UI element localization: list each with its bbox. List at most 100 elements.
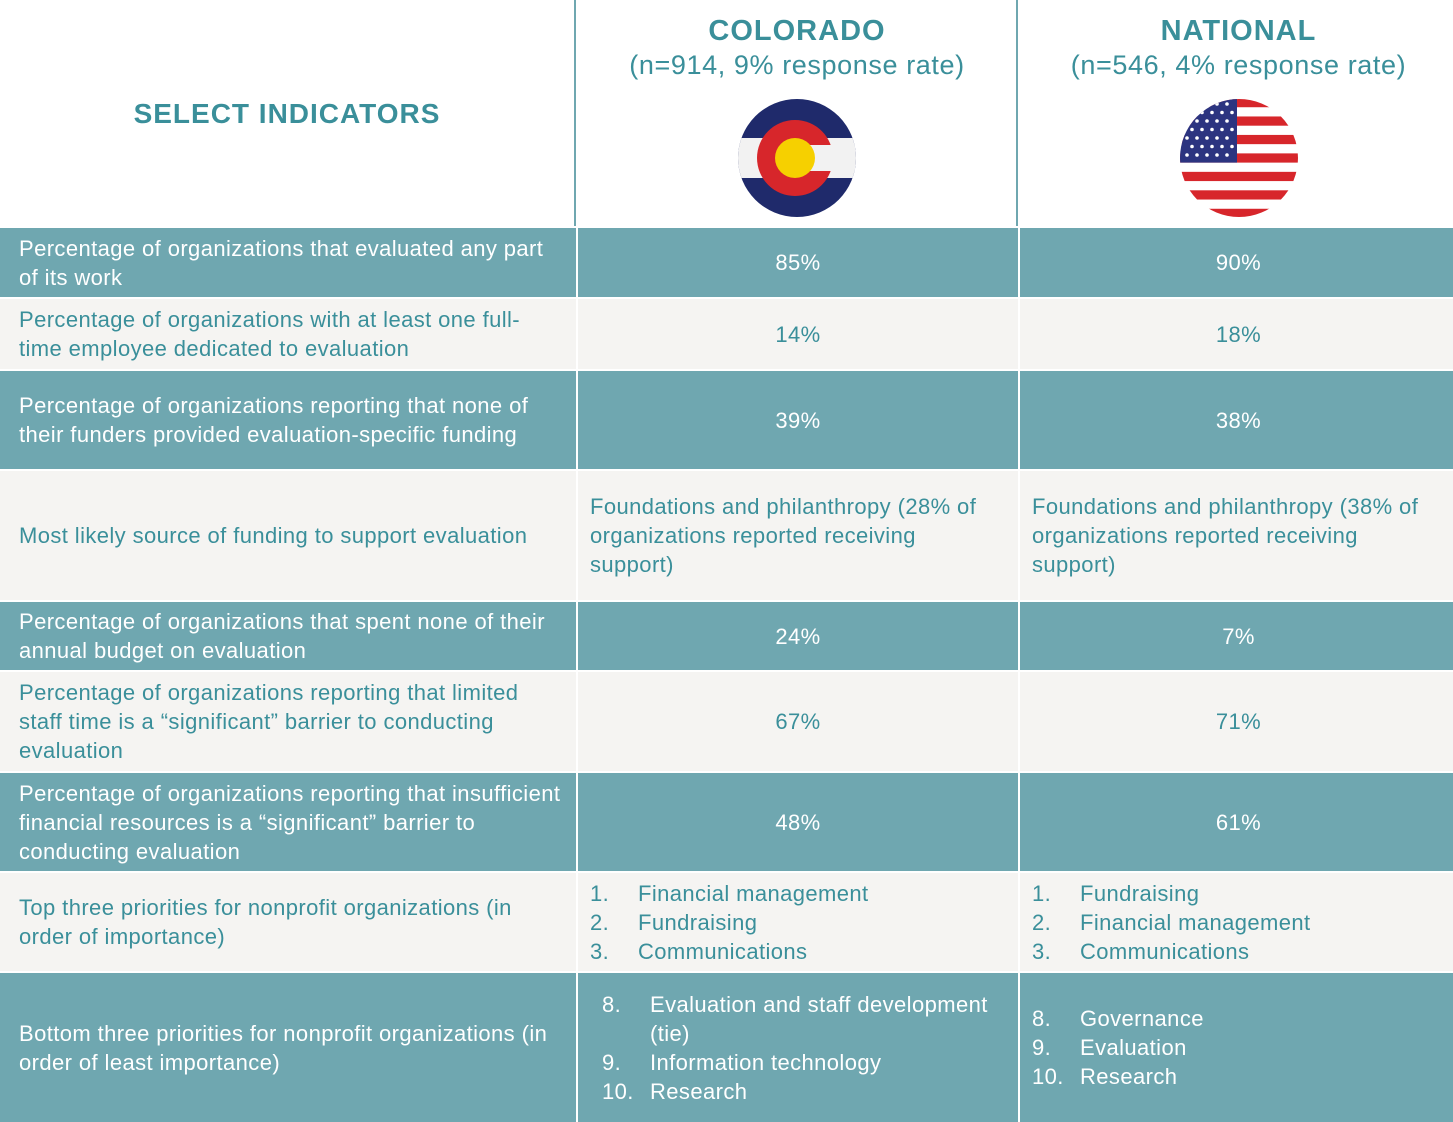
flag-part [1194,153,1199,157]
flag-part [1184,119,1189,123]
list-cell: 1. Fundraising 2. Financial management 3. Com… [1020,873,1453,971]
flag-part [1179,190,1298,200]
flag-part [1194,119,1199,123]
list-text: Evaluation [1080,1035,1187,1060]
flag-part [1204,136,1209,140]
flag-part [1224,119,1229,123]
list-number: 2. [1032,909,1052,935]
colorado-flag [738,99,856,217]
value-text: Foundations and philanthropy (28% of org… [590,494,977,577]
flag-part [1194,102,1199,106]
value-cell: 7% [1020,602,1453,670]
value-cell: Foundations and philanthropy (28% of org… [578,471,1018,600]
flag-part [1179,134,1298,145]
list-text: Information technology [650,1049,882,1075]
value-text: 48% [775,809,821,835]
value-text: 24% [775,623,821,649]
flag-part [1199,110,1204,115]
value-text: 67% [775,709,821,734]
indicator-text: Percentage of organizations reporting th… [19,780,561,864]
list-number: 2. [590,909,610,935]
list-item: 9. Evaluation [1032,1033,1187,1062]
header-indicators: SELECT INDICATORS [0,0,576,226]
flag-part [1229,144,1234,149]
flag-part [1199,144,1204,149]
flag-part [1179,99,1237,163]
value-text: 39% [775,407,821,433]
flag-part [1179,171,1298,182]
list-item: 9. Information technology [590,1048,881,1077]
list-cell: 8. Evaluation and staff development (tie)… [578,973,1018,1122]
list-text: Evaluation and staff development (tie) [650,991,988,1046]
value-cell: 71% [1020,672,1453,771]
value-cell: 39% [578,371,1018,469]
value-text: 71% [1215,709,1262,734]
list-number: 8. [1032,1006,1052,1031]
flag-part [1219,144,1224,149]
list-text: Communications [1080,938,1250,964]
list-text: Communications [638,938,808,964]
column-title: NATIONAL [1160,15,1317,47]
value-cell: 67% [578,672,1018,771]
flag-part [1189,127,1194,132]
flag-part [1189,144,1194,149]
flag-part [1209,110,1214,115]
flag-part [1179,116,1298,126]
flag-part [1194,136,1199,140]
value-cell: 61% [1020,773,1453,871]
indicator-cell: Top three priorities for nonprofit organ… [0,873,576,971]
flag-part [1199,127,1204,132]
indicator-text: Most likely source of funding to support… [19,523,528,548]
value-cell: 18% [1020,299,1453,369]
column-title: COLORADO [708,15,886,47]
indicator-cell: Percentage of organizations that evaluat… [0,228,576,297]
list-number: 3. [590,938,610,964]
indicator-text: Percentage of organizations reporting th… [19,680,519,763]
list-item: 8. Evaluation and staff development (tie) [590,990,1006,1048]
list-item: 10. Research [590,1077,747,1106]
value-cell: 24% [578,602,1018,670]
flag-part [1184,102,1189,106]
value-text: 38% [1215,407,1262,433]
indicator-text: Top three priorities for nonprofit organ… [19,895,512,949]
list-item: 1. Financial management [590,879,869,908]
flag-part [1219,127,1224,132]
flag-part [1179,153,1298,163]
list-number: 9. [1032,1035,1052,1060]
flag-part [1214,119,1219,123]
flag-part [1229,127,1234,132]
list-text: Research [650,1078,748,1104]
list-text: Financial management [1080,909,1311,935]
list-number: 10. [602,1078,634,1104]
indicator-text: Percentage of organizations that evaluat… [19,235,544,290]
flag-part [1214,153,1219,157]
indicator-text: Percentage of organizations that spent n… [19,609,545,663]
list-number: 1. [1032,880,1052,906]
list-item: 2. Financial management [1032,908,1311,937]
indicator-cell: Bottom three priorities for nonprofit or… [0,973,576,1122]
flag-part [1229,110,1234,115]
flag-part [1224,153,1229,157]
flag-part [1204,102,1209,106]
list-item: 3. Communications [590,937,807,966]
indicator-cell: Percentage of organizations with at leas… [0,299,576,369]
flag-part [1179,208,1298,217]
flag-part [1184,136,1189,140]
list-text: Governance [1080,1006,1204,1031]
list-text: Fundraising [638,909,758,935]
indicator-cell: Percentage of organizations reporting th… [0,672,576,771]
value-cell: 14% [578,299,1018,369]
list-cell: 1. Financial management 2. Fundraising 3. Com… [578,873,1018,971]
column-subtitle: (n=546, 4% response rate) [1070,50,1407,80]
flag-part [1214,102,1219,106]
list-item: 2. Fundraising [590,908,757,937]
list-item: 1. Fundraising [1032,879,1199,908]
list-number: 3. [1032,938,1052,964]
value-cell: 85% [578,228,1018,297]
indicator-text: Percentage of organizations reporting th… [19,393,529,447]
list-item: 3. Communications [1032,937,1249,966]
flag-part [1179,99,1298,108]
value-cell: 90% [1020,228,1453,297]
